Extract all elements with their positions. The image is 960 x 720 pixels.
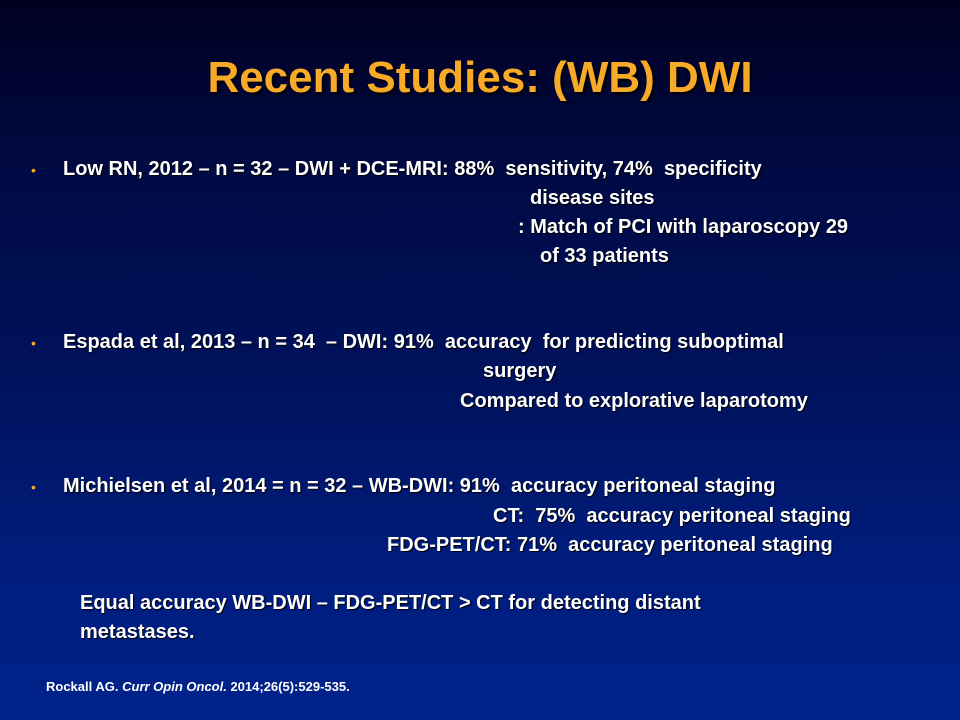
conclusion-line-1: Equal accuracy WB-DWI – FDG-PET/CT > CT …	[80, 592, 701, 614]
bullet-marker: •	[31, 335, 36, 351]
bullet-marker: •	[31, 479, 36, 495]
study-3-line-1: Michielsen et al, 2014 = n = 32 – WB-DWI…	[63, 475, 776, 497]
reference-author: Rockall AG.	[46, 679, 123, 694]
study-3-line-3: FDG-PET/CT: 71% accuracy peritoneal stag…	[387, 534, 833, 556]
study-1-line-4: of 33 patients	[540, 245, 669, 267]
study-3-line-2: CT: 75% accuracy peritoneal staging	[493, 505, 851, 527]
reference-journal: Curr Opin Oncol.	[122, 679, 227, 694]
study-1-line-2: disease sites	[530, 187, 655, 209]
conclusion-line-2: metastases.	[80, 621, 195, 643]
reference-citation: Rockall AG. Curr Opin Oncol. 2014;26(5):…	[46, 678, 350, 696]
study-1-line-1: Low RN, 2012 – n = 32 – DWI + DCE-MRI: 8…	[63, 158, 762, 180]
study-2-line-3: Compared to explorative laparotomy	[460, 390, 808, 412]
bullet-marker: •	[31, 162, 36, 178]
study-2-line-1: Espada et al, 2013 – n = 34 – DWI: 91% a…	[63, 331, 784, 353]
study-1-line-3: : Match of PCI with laparoscopy 29	[518, 216, 849, 238]
slide-title: Recent Studies: (WB) DWI	[207, 53, 753, 102]
reference-details: 2014;26(5):529-535.	[226, 679, 350, 694]
study-2-line-2: surgery	[483, 360, 557, 382]
